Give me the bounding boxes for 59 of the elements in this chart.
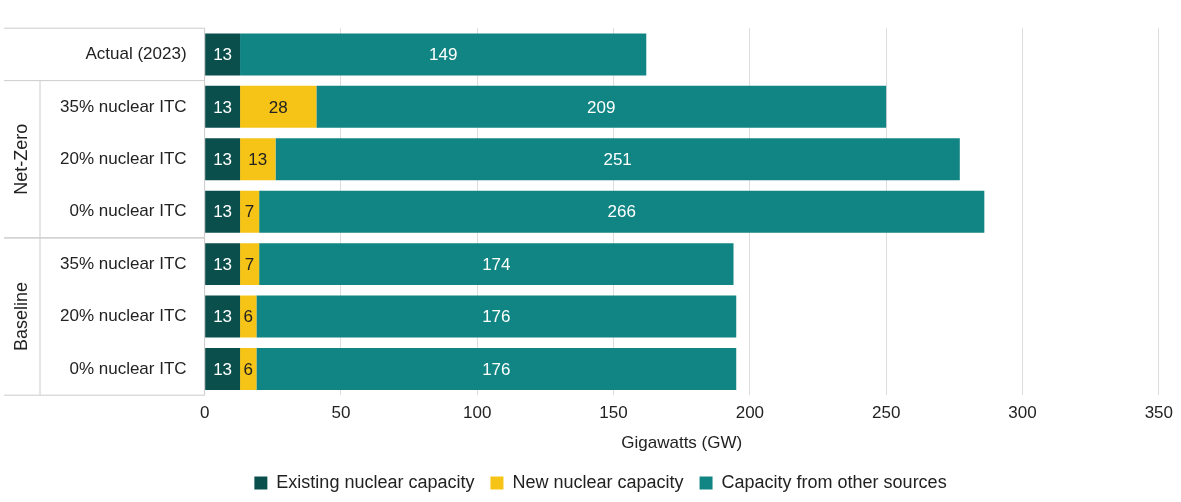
y-tick-label: 35% nuclear ITC (59, 96, 187, 116)
x-tick-label: 0 (199, 403, 210, 423)
bar (316, 85, 887, 128)
data-label: 13 (213, 359, 233, 379)
data-label: 28 (268, 97, 288, 117)
y-tick-label: 0% nuclear ITC (69, 201, 187, 221)
x-tick-label: 350 (1144, 403, 1174, 423)
bar (240, 33, 647, 76)
bar (240, 190, 260, 233)
bar (256, 295, 737, 338)
data-label: 13 (248, 149, 268, 169)
x-tick-label: 150 (599, 403, 628, 423)
data-label: 13 (213, 307, 233, 327)
data-label: 174 (482, 254, 511, 274)
bar (205, 295, 241, 338)
text: Baseline (10, 282, 31, 352)
data-label: 209 (587, 97, 616, 117)
data-label: 176 (482, 359, 511, 379)
data-label: 13 (213, 97, 233, 117)
x-tick-label: 100 (463, 403, 492, 423)
data-label: 176 (482, 307, 511, 327)
y-tick-label: Actual (2023) (85, 44, 187, 64)
x-tick-label: 300 (1008, 403, 1037, 423)
bar (205, 85, 241, 128)
data-label: 251 (603, 149, 632, 169)
data-label: 13 (213, 202, 233, 222)
data-label: 6 (243, 307, 253, 327)
data-label: 7 (244, 254, 255, 274)
bar (240, 138, 276, 181)
data-label: 13 (213, 149, 233, 169)
legend-label: Capacity from other sources (721, 471, 947, 492)
y-tick-label: 20% nuclear ITC (59, 306, 187, 326)
bar (205, 138, 241, 181)
y-tick-label: 35% nuclear ITC (59, 253, 187, 273)
data-label: 13 (213, 45, 233, 65)
bar (240, 85, 317, 128)
data-label: 149 (428, 45, 458, 65)
bar (205, 243, 241, 286)
x-axis-title: Gigawatts (GW) (621, 433, 743, 453)
bar (256, 348, 737, 390)
bar (240, 243, 260, 286)
bar (205, 190, 241, 233)
x-tick-label: 200 (735, 403, 765, 423)
x-tick-label: 50 (331, 403, 351, 423)
data-label: 7 (244, 202, 255, 222)
data-label: 6 (243, 359, 253, 379)
bar (205, 348, 241, 390)
legend-label: New nuclear capacity (512, 471, 684, 492)
y-tick-label: 0% nuclear ITC (69, 358, 187, 378)
x-tick-label: 250 (872, 403, 901, 423)
data-label: 13 (213, 254, 233, 274)
bar (259, 190, 985, 233)
legend-label: Existing nuclear capacity (276, 471, 475, 492)
data-label: 266 (607, 202, 636, 222)
bar (205, 33, 241, 76)
bar (259, 243, 734, 286)
bar (275, 138, 960, 181)
text: Net-Zero (10, 123, 31, 195)
y-tick-label: 20% nuclear ITC (59, 148, 187, 168)
